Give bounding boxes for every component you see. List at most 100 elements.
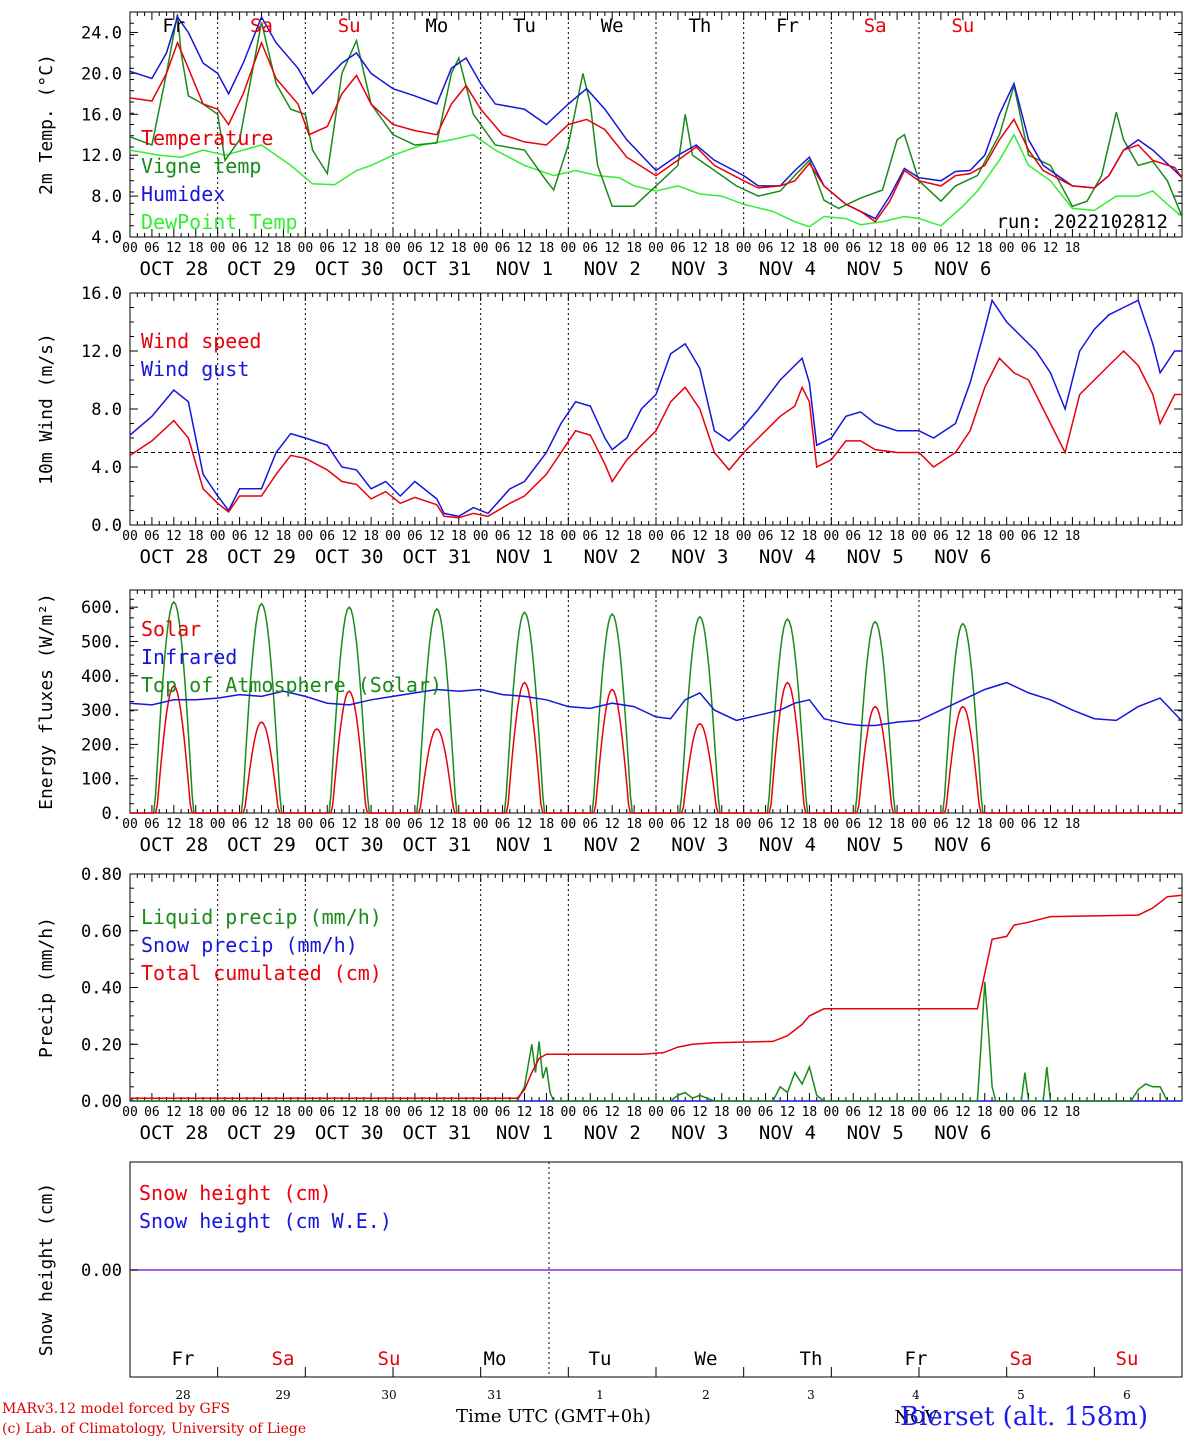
y-tick-label: 0.00 xyxy=(81,1261,122,1281)
hour-tick-label: 18 xyxy=(363,241,379,256)
hour-tick-label: 06 xyxy=(495,1105,511,1120)
hour-tick-label: 18 xyxy=(188,817,204,832)
hour-tick-label: 12 xyxy=(604,817,620,832)
hour-tick-label: 06 xyxy=(407,1105,423,1120)
hour-tick-label: 00 xyxy=(385,817,401,832)
hour-tick-label: 00 xyxy=(122,1105,138,1120)
date-label: OCT 31 xyxy=(403,834,472,856)
hour-tick-label: 12 xyxy=(517,241,533,256)
hour-tick-label: 18 xyxy=(188,241,204,256)
hour-tick-label: 18 xyxy=(539,817,555,832)
hour-tick-label: 06 xyxy=(758,529,774,544)
hour-tick-label: 06 xyxy=(1021,817,1037,832)
hour-tick-label: 06 xyxy=(670,1105,686,1120)
day-label: Mo xyxy=(425,15,448,37)
hour-tick-label: 18 xyxy=(714,1105,730,1120)
y-tick-label: 16.0 xyxy=(81,284,122,304)
y-tick-label: 0.0 xyxy=(91,516,122,536)
hour-tick-label: 18 xyxy=(188,1105,204,1120)
wind-chart: 0.0 4.0 8.0 12.0 16.0 10m Wind (m/s) Wind spee… xyxy=(36,284,1183,568)
day-number: 2 xyxy=(702,1388,710,1402)
hour-tick-label: 12 xyxy=(692,529,708,544)
hour-tick-label: 00 xyxy=(911,817,927,832)
hour-tick-label: 18 xyxy=(539,241,555,256)
hour-tick-label: 12 xyxy=(254,241,270,256)
hour-tick-label: 00 xyxy=(648,529,664,544)
day-number: 30 xyxy=(381,1388,396,1402)
hour-tick-label: 18 xyxy=(363,817,379,832)
hour-tick-label: 18 xyxy=(276,529,292,544)
hour-tick-label: 12 xyxy=(1043,817,1059,832)
hour-tick-label: 00 xyxy=(911,241,927,256)
credit-line: (c) Lab. of Climatology, University of L… xyxy=(2,1421,307,1437)
hour-tick-label: 00 xyxy=(298,241,314,256)
day-label: Su xyxy=(338,15,361,37)
hour-tick-label: 06 xyxy=(407,529,423,544)
hour-tick-label: 18 xyxy=(188,529,204,544)
y-axis-label: 10m Wind (m/s) xyxy=(36,333,57,485)
hour-tick-label: 18 xyxy=(539,529,555,544)
temperature-chart: 4.0 8.0 12.0 16.0 20.0 24.0 2m Temp. (°C) Fr Sa S… xyxy=(36,11,1183,280)
y-tick-label: 12.0 xyxy=(81,146,122,166)
y-tick-label: 12.0 xyxy=(81,342,122,362)
y-tick-label: 400. xyxy=(81,667,122,687)
hour-tick-label: 06 xyxy=(758,1105,774,1120)
day-label: Sa xyxy=(250,15,273,37)
day-number: 6 xyxy=(1123,1388,1131,1402)
hour-tick-label: 00 xyxy=(210,1105,226,1120)
hour-tick-label: 06 xyxy=(670,817,686,832)
hour-tick-label: 12 xyxy=(867,817,883,832)
day-number: 1 xyxy=(596,1388,604,1402)
hour-tick-label: 06 xyxy=(1021,1105,1037,1120)
hour-tick-label: 00 xyxy=(824,817,840,832)
date-label: NOV 1 xyxy=(496,258,553,280)
hour-tick-label: 18 xyxy=(889,1105,905,1120)
hour-tick-label: 12 xyxy=(254,817,270,832)
day-label: Su xyxy=(378,1348,401,1370)
hour-tick-label: 12 xyxy=(429,1105,445,1120)
hour-tick-label: 12 xyxy=(1043,241,1059,256)
hour-tick-label: 12 xyxy=(166,817,182,832)
hour-tick-label: 00 xyxy=(648,1105,664,1120)
station-label: Bierset (alt. 158m) xyxy=(900,1402,1149,1432)
hour-tick-label: 06 xyxy=(144,529,160,544)
hour-tick-label: 06 xyxy=(1021,529,1037,544)
day-label: Fr xyxy=(776,15,799,37)
date-label: NOV 6 xyxy=(934,258,991,280)
date-label: OCT 31 xyxy=(403,546,472,568)
hour-tick-label: 00 xyxy=(648,241,664,256)
date-label: NOV 6 xyxy=(934,1122,991,1144)
legend-solar: Solar xyxy=(141,617,201,641)
hour-tick-label: 12 xyxy=(517,817,533,832)
date-label: NOV 3 xyxy=(671,258,728,280)
y-tick-label: 0.60 xyxy=(81,922,122,942)
day-label: We xyxy=(601,15,624,37)
hour-tick-label: 12 xyxy=(604,241,620,256)
hour-tick-label: 00 xyxy=(999,1105,1015,1120)
date-label: NOV 3 xyxy=(671,546,728,568)
hour-tick-label: 12 xyxy=(780,241,796,256)
date-label: NOV 4 xyxy=(759,1122,816,1144)
hour-tick-label: 00 xyxy=(298,817,314,832)
hour-tick-label: 00 xyxy=(122,529,138,544)
date-label: NOV 6 xyxy=(934,546,991,568)
y-tick-label: 0.20 xyxy=(81,1035,122,1055)
hour-tick-label: 06 xyxy=(319,817,335,832)
hour-tick-label: 12 xyxy=(867,529,883,544)
hour-tick-label: 06 xyxy=(933,817,949,832)
date-label: NOV 4 xyxy=(759,546,816,568)
hour-tick-label: 18 xyxy=(802,241,818,256)
model-credit: MARv3.12 model forced by GFS (c) Lab. of… xyxy=(2,1399,306,1439)
energy-chart: 0. 100. 200. 300. 400. 500. 600. Energy fluxes … xyxy=(36,589,1183,856)
hour-tick-label: 12 xyxy=(955,1105,971,1120)
hour-tick-label: 06 xyxy=(582,817,598,832)
hour-tick-label: 18 xyxy=(451,241,467,256)
day-label: Fr xyxy=(905,1348,928,1370)
temp-series xyxy=(130,13,1182,228)
legend-snow-height-cm-: Snow height (cm) xyxy=(139,1181,332,1205)
date-label: NOV 1 xyxy=(496,1122,553,1144)
hour-tick-label: 06 xyxy=(407,817,423,832)
hour-tick-label: 06 xyxy=(845,817,861,832)
y-tick-label: 0.40 xyxy=(81,979,122,999)
